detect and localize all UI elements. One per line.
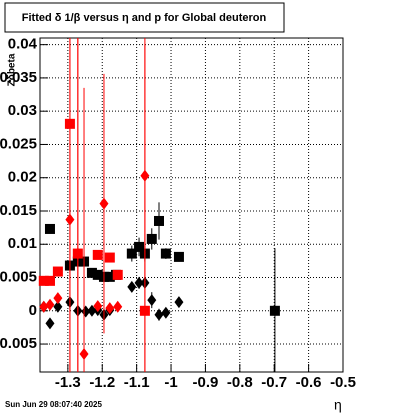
y-tick-label: 0.04 xyxy=(8,36,38,53)
marker xyxy=(134,276,144,289)
title-box xyxy=(4,2,285,33)
marker xyxy=(161,306,171,319)
marker xyxy=(92,249,103,260)
marker xyxy=(86,267,97,278)
y-tick-label: 0.025 xyxy=(0,135,37,152)
marker xyxy=(104,271,115,282)
marker xyxy=(81,305,91,318)
y-tick-label: -0.005 xyxy=(0,335,37,352)
y-tick-label: 0.005 xyxy=(0,268,37,285)
marker xyxy=(99,197,109,210)
y-tick-label: 0 xyxy=(29,302,37,319)
marker xyxy=(174,296,184,309)
marker xyxy=(73,247,83,260)
y-tick-label: 0.02 xyxy=(8,169,37,186)
footer: Sun Jun 29 08:07:40 2025 xyxy=(5,400,102,409)
x-tick-label: -0.5 xyxy=(330,374,356,391)
marker xyxy=(45,317,55,330)
x-axis-label: η xyxy=(334,397,342,413)
x-tick-label: -1.1 xyxy=(124,374,150,391)
chart-title: Fitted δ 1/β versus η and p for Global d… xyxy=(22,12,267,24)
marker xyxy=(112,269,123,280)
marker xyxy=(45,298,55,311)
x-tick-label: -1 xyxy=(164,374,177,391)
y-tick-label: 0.035 xyxy=(0,69,37,86)
marker xyxy=(44,275,55,286)
y-tick-label: 0.01 xyxy=(8,235,37,252)
marker xyxy=(79,348,89,361)
marker xyxy=(53,300,63,313)
marker xyxy=(154,308,164,321)
marker xyxy=(160,248,171,259)
marker xyxy=(105,302,115,315)
marker xyxy=(87,304,97,317)
marker xyxy=(93,300,103,313)
marker xyxy=(140,169,150,182)
marker xyxy=(153,215,164,226)
marker xyxy=(104,252,115,263)
marker xyxy=(52,266,63,277)
marker xyxy=(173,251,184,262)
marker xyxy=(146,233,157,244)
marker xyxy=(38,275,49,286)
marker xyxy=(53,292,63,305)
y-tick-label: 0.015 xyxy=(0,202,37,219)
y-tick-label: 0.03 xyxy=(8,102,37,119)
x-tick-label: -0.6 xyxy=(296,374,322,391)
x-tick-label: -1.3 xyxy=(55,374,81,391)
x-tick-label: -0.7 xyxy=(261,374,287,391)
marker xyxy=(92,269,103,280)
marker xyxy=(39,300,49,313)
x-tick-label: -0.9 xyxy=(192,374,218,391)
marker xyxy=(134,241,145,252)
y-axis-label: Zδbeta xyxy=(7,53,18,86)
marker xyxy=(126,248,137,259)
marker xyxy=(127,280,137,293)
marker xyxy=(147,294,157,307)
marker xyxy=(269,305,280,316)
marker xyxy=(44,223,55,234)
marker xyxy=(113,300,123,313)
plot-frame xyxy=(39,37,344,373)
marker xyxy=(65,213,75,226)
x-tick-label: -1.2 xyxy=(89,374,115,391)
x-tick-label: -0.8 xyxy=(227,374,253,391)
